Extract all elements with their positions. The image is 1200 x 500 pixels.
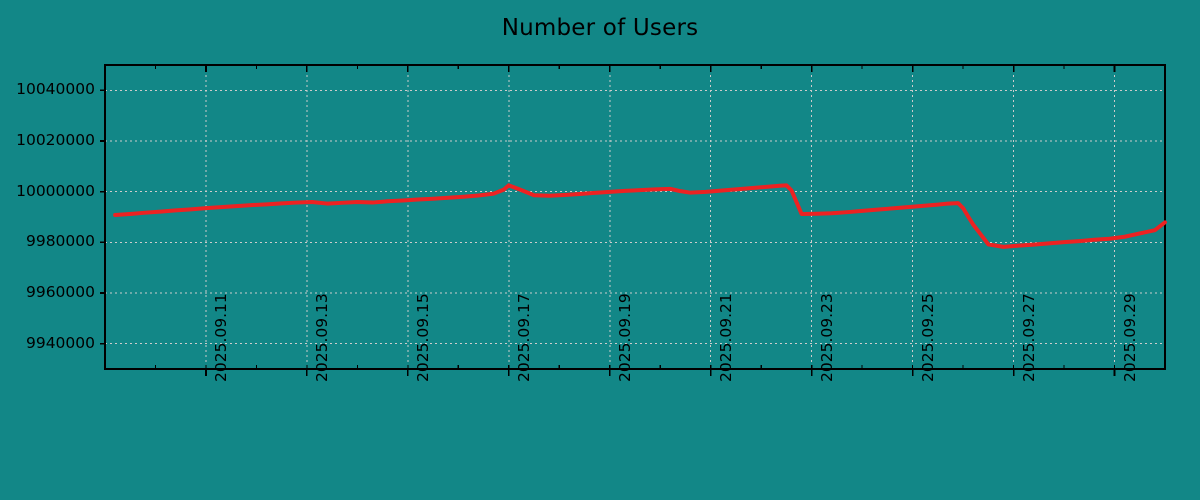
data-line-number-of-users xyxy=(113,183,1167,249)
x-axis-tick-label: 2025.09.23 xyxy=(817,293,836,382)
y-axis-tick-label: 10020000 xyxy=(16,131,95,149)
x-axis-tick-label: 2025.09.21 xyxy=(716,293,735,382)
y-axis-tick-label: 9980000 xyxy=(25,232,95,251)
x-axis-tick-label: 2025.09.13 xyxy=(312,293,331,382)
x-axis-tick-label: 2025.09.27 xyxy=(1019,293,1038,382)
chart-title: Number of Users xyxy=(501,15,699,41)
x-axis-tick-label: 2025.09.11 xyxy=(211,293,230,382)
x-axis-tick-label: 2025.09.19 xyxy=(615,293,634,382)
y-axis-tick-label: 9940000 xyxy=(25,333,95,352)
grid-lines xyxy=(105,65,1165,369)
data-series-group xyxy=(113,183,1167,249)
plot-frame xyxy=(104,64,1166,370)
x-axis-tick-label: 2025.09.17 xyxy=(514,293,533,382)
x-axis-tick-label: 2025.09.15 xyxy=(413,293,432,382)
y-axis-tick-label: 10000000 xyxy=(16,181,95,200)
x-axis-tick-label: 2025.09.29 xyxy=(1120,293,1139,382)
y-axis-tick-label: 9960000 xyxy=(25,283,95,301)
x-axis-tick-label: 2025.09.25 xyxy=(918,293,937,382)
y-axis-tick-label: 10040000 xyxy=(16,80,95,99)
